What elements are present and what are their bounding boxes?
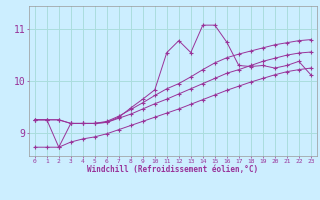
- X-axis label: Windchill (Refroidissement éolien,°C): Windchill (Refroidissement éolien,°C): [87, 165, 258, 174]
